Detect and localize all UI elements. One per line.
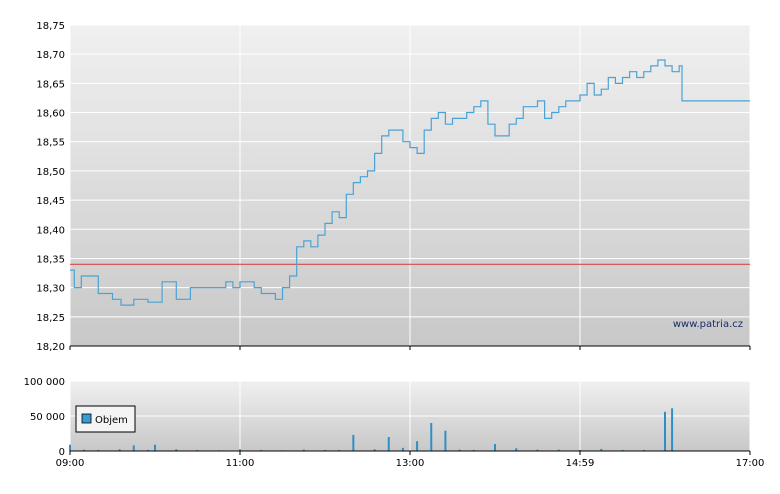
volume-bar	[175, 449, 178, 451]
volume-bar	[664, 411, 666, 451]
price-y-tick-label: 18,25	[36, 313, 65, 324]
volume-bar	[387, 437, 390, 451]
volume-bar	[401, 447, 404, 451]
price-y-tick-label: 18,65	[36, 79, 65, 90]
volume-bar	[260, 449, 263, 451]
volume-bar	[118, 449, 121, 451]
volume-bar	[430, 423, 433, 451]
volume-y-axis: 0 50 000 100 000	[24, 377, 65, 458]
volume-bar	[83, 449, 86, 451]
volume-bar	[338, 449, 341, 451]
volume-legend: Objem	[75, 405, 136, 433]
volume-bar	[196, 449, 199, 451]
volume-bar	[97, 449, 100, 451]
price-y-tick-label: 18,45	[36, 196, 65, 207]
volume-bar	[69, 444, 71, 451]
price-y-tick-label: 18,75	[36, 21, 65, 32]
price-series-line	[70, 59, 750, 306]
volume-y-tick-label: 50 000	[30, 412, 65, 423]
price-y-tick-label: 18,50	[36, 167, 65, 178]
volume-bar	[494, 444, 496, 451]
volume-bar	[373, 449, 376, 451]
volume-bar	[458, 449, 461, 451]
x-tick-label: 14:59	[566, 458, 595, 469]
watermark-text: www.patria.cz	[673, 319, 743, 330]
volume-bar	[444, 430, 447, 451]
price-y-tick-label: 18,35	[36, 254, 65, 265]
volume-bar	[154, 444, 156, 451]
volume-bar	[621, 449, 624, 451]
price-gridlines	[69, 24, 751, 347]
volume-bar	[146, 449, 149, 451]
volume-bar	[579, 449, 581, 451]
volume-bar	[416, 441, 419, 451]
volume-bar	[324, 449, 326, 451]
volume-bar	[302, 449, 305, 451]
price-y-tick-label: 18,55	[36, 138, 65, 149]
volume-y-tick-label: 100 000	[24, 377, 65, 388]
x-tick-label: 09:00	[56, 458, 85, 469]
price-y-tick-label: 18,40	[36, 225, 65, 236]
volume-bar	[557, 449, 560, 451]
legend-swatch-icon	[81, 413, 92, 424]
price-y-tick-label: 18,70	[36, 50, 65, 61]
legend-label-objem: Objem	[95, 415, 128, 426]
x-tick-label: 11:00	[226, 458, 255, 469]
price-y-axis: 18,20 18,25 18,30 18,35 18,40 18,45 18,50 18,55…	[36, 21, 65, 353]
volume-y-tick-label: 0	[59, 447, 65, 458]
price-y-tick-label: 18,20	[36, 342, 65, 353]
volume-bar	[239, 449, 241, 451]
volume-bar	[472, 449, 475, 451]
x-tick-label: 17:00	[736, 458, 765, 469]
x-axis: 09:00 11:00 13:00 14:59 17:00	[56, 345, 765, 469]
volume-bars	[69, 408, 674, 451]
price-y-tick-label: 18,60	[36, 109, 65, 120]
volume-bar	[352, 434, 355, 451]
volume-bar	[671, 408, 674, 451]
volume-bar	[600, 448, 603, 451]
volume-bar	[515, 448, 518, 451]
volume-bar	[642, 449, 645, 451]
price-y-tick-label: 18,30	[36, 284, 65, 295]
volume-bar	[132, 445, 135, 451]
volume-bar	[536, 449, 539, 451]
x-tick-label: 13:00	[396, 458, 425, 469]
